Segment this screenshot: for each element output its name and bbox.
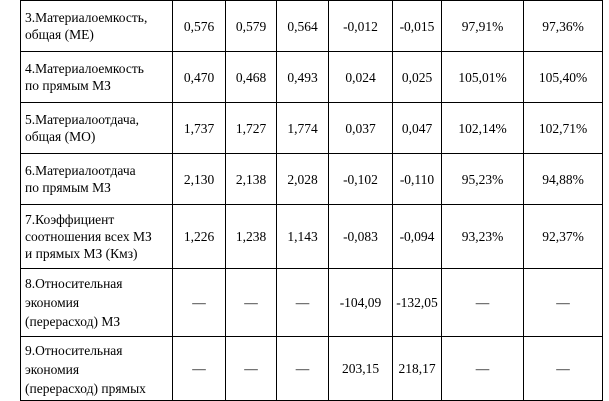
value-cell: -104,09 <box>328 268 393 337</box>
value-cell: 1,226 <box>172 204 226 269</box>
indicator-name-cell: 8.Относительная экономия (перерасход) МЗ <box>20 268 173 337</box>
value-cell: 0,564 <box>276 0 329 52</box>
value-cell: 203,15 <box>328 336 393 401</box>
value-cell: 1,143 <box>276 204 329 269</box>
value-cell: 0,037 <box>328 102 393 154</box>
value-cell: 0,576 <box>172 0 226 52</box>
value-cell: 94,88% <box>523 153 603 205</box>
indicator-name-cell: 5.Материалоотдача, общая (МО) <box>20 102 173 154</box>
value-cell: 2,028 <box>276 153 329 205</box>
table-row: 9.Относительная экономия (перерасход) прям… <box>20 336 603 401</box>
value-cell: 1,737 <box>172 102 226 154</box>
table-row: 5.Материалоотдача, общая (МО) 1,737 1,727… <box>20 102 603 154</box>
indicator-name-cell: 7.Коэффициент соотношения всех МЗ и прямых… <box>20 204 173 269</box>
value-cell: -0,012 <box>328 0 393 52</box>
value-cell: 0,047 <box>392 102 442 154</box>
value-cell: — <box>441 336 524 401</box>
value-cell: 0,024 <box>328 51 393 103</box>
value-cell: 0,468 <box>225 51 277 103</box>
value-cell: — <box>172 336 226 401</box>
value-cell: — <box>523 268 603 337</box>
value-cell: 1,774 <box>276 102 329 154</box>
value-cell: — <box>523 336 603 401</box>
value-cell: 2,138 <box>225 153 277 205</box>
value-cell: 0,025 <box>392 51 442 103</box>
value-cell: -0,110 <box>392 153 442 205</box>
indicator-name-cell: 3.Материалоемкость, общая (МЕ) <box>20 0 173 52</box>
indicator-name-cell: 4.Материалоемкость по прямым МЗ <box>20 51 173 103</box>
value-cell: 0,579 <box>225 0 277 52</box>
value-cell: 1,727 <box>225 102 277 154</box>
value-cell: 218,17 <box>392 336 442 401</box>
value-cell: 105,40% <box>523 51 603 103</box>
value-cell: 97,91% <box>441 0 524 52</box>
value-cell: 95,23% <box>441 153 524 205</box>
indicator-name-cell: 6.Материалоотдача по прямым МЗ <box>20 153 173 205</box>
value-cell: 105,01% <box>441 51 524 103</box>
value-cell: — <box>225 336 277 401</box>
value-cell: 102,14% <box>441 102 524 154</box>
value-cell: — <box>276 336 329 401</box>
value-cell: — <box>225 268 277 337</box>
indicator-name-cell: 9.Относительная экономия (перерасход) прям… <box>20 336 173 401</box>
value-cell: — <box>441 268 524 337</box>
value-cell: 0,493 <box>276 51 329 103</box>
value-cell: 2,130 <box>172 153 226 205</box>
value-cell: 0,470 <box>172 51 226 103</box>
value-cell: — <box>276 268 329 337</box>
value-cell: 97,36% <box>523 0 603 52</box>
table-row: 4.Материалоемкость по прямым МЗ 0,470 0,4… <box>20 51 603 103</box>
table-row: 3.Материалоемкость, общая (МЕ) 0,576 0,57… <box>20 0 603 52</box>
value-cell: 102,71% <box>523 102 603 154</box>
value-cell: -0,102 <box>328 153 393 205</box>
table-row: 8.Относительная экономия (перерасход) МЗ —… <box>20 268 603 337</box>
table-row: 7.Коэффициент соотношения всех МЗ и прямых… <box>20 204 603 269</box>
value-cell: -132,05 <box>392 268 442 337</box>
value-cell: 1,238 <box>225 204 277 269</box>
table-row: 6.Материалоотдача по прямым МЗ 2,130 2,13… <box>20 153 603 205</box>
value-cell: 93,23% <box>441 204 524 269</box>
value-cell: -0,094 <box>392 204 442 269</box>
value-cell: — <box>172 268 226 337</box>
value-cell: -0,083 <box>328 204 393 269</box>
value-cell: -0,015 <box>392 0 442 52</box>
indicators-table: 3.Материалоемкость, общая (МЕ) 0,576 0,57… <box>20 0 603 401</box>
value-cell: 92,37% <box>523 204 603 269</box>
